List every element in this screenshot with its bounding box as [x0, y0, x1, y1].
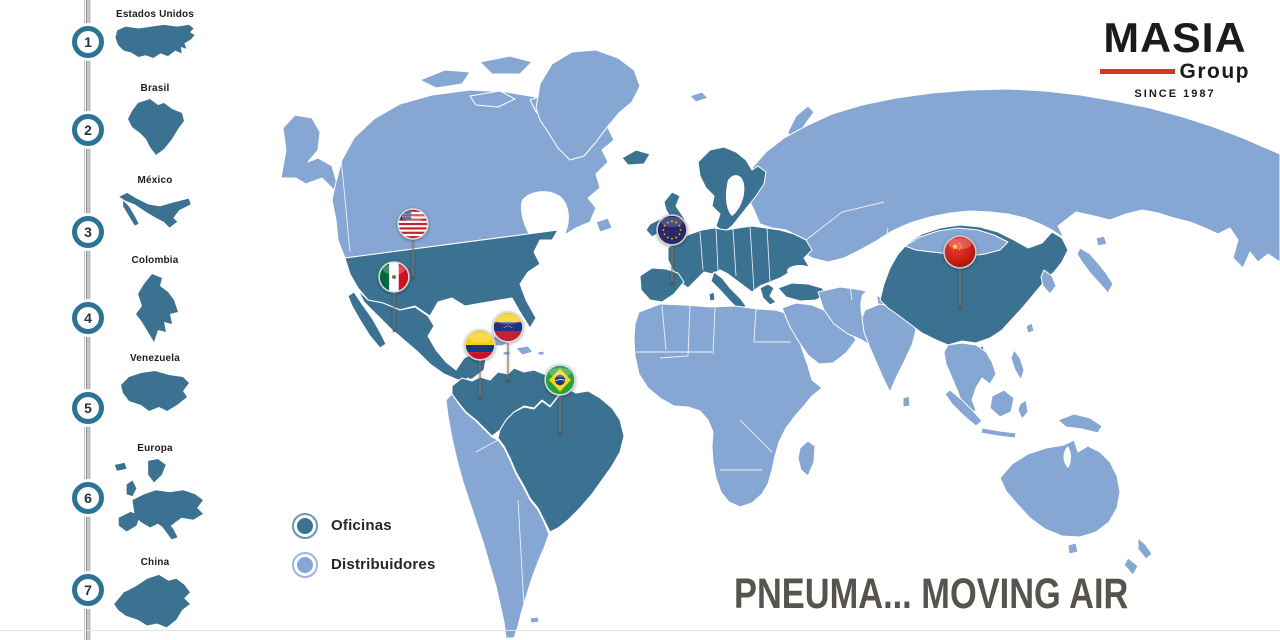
- country-label: México: [137, 174, 173, 186]
- map-pin-estados-unidos[interactable]: [395, 207, 431, 285]
- country-label: Colombia: [131, 254, 179, 266]
- number-label: 3: [84, 224, 92, 240]
- logo-since-text: SINCE 1987: [1134, 87, 1216, 100]
- map-pin-china[interactable]: [942, 234, 978, 312]
- sidebar-item-brasil: Brasil: [95, 82, 215, 159]
- colombia-silhouette: [136, 274, 178, 342]
- number-label: 1: [84, 34, 92, 50]
- sidebar-item-mexico: México: [95, 174, 215, 243]
- sidebar-item-colombia: Colombia: [95, 254, 215, 351]
- map-pin-europa[interactable]: [654, 213, 690, 291]
- number-label: 7: [84, 582, 92, 598]
- country-label: China: [140, 556, 170, 568]
- mexico-silhouette: [119, 192, 191, 228]
- number-label: 4: [84, 310, 92, 326]
- sidebar-number-2: 2: [72, 114, 104, 146]
- map-pin-venezuela[interactable]: [490, 310, 526, 388]
- map-pin-colombia[interactable]: [462, 328, 498, 406]
- tagline: PNEUMA... MOVING AIR: [734, 570, 1129, 618]
- office-dot-icon: [292, 512, 318, 539]
- legend: Oficinas Distribuidores: [292, 512, 435, 590]
- brasil-silhouette: [128, 99, 184, 155]
- sidebar-item-estados-unidos: Estados Unidos: [95, 8, 215, 69]
- europa-silhouette: [114, 458, 203, 540]
- legend-item-oficinas: Oficinas: [292, 512, 435, 539]
- country-label: Venezuela: [130, 352, 180, 364]
- legend-label: Oficinas: [331, 517, 392, 534]
- logo-red-line: [1100, 69, 1175, 75]
- sidebar-number-4: 4: [72, 302, 104, 334]
- sidebar-number-6: 6: [72, 482, 104, 514]
- map-pin-brasil[interactable]: [542, 363, 578, 441]
- sidebar-item-europa: Europa: [95, 442, 215, 553]
- sidebar-number-5: 5: [72, 392, 104, 424]
- china-silhouette: [114, 574, 190, 628]
- venezuela-silhouette: [121, 371, 189, 411]
- logo-brand-text: MASIA: [1103, 14, 1247, 61]
- bottom-border: [0, 630, 1280, 631]
- legend-item-distribuidores: Distribuidores: [292, 551, 435, 578]
- map-pin-mexico[interactable]: [376, 260, 412, 338]
- sidebar-number-7: 7: [72, 574, 104, 606]
- number-label: 5: [84, 400, 92, 416]
- masia-group-logo: MASIA Group SINCE 1987: [1100, 14, 1250, 100]
- usa-silhouette: [115, 24, 195, 58]
- sidebar-number-1: 1: [72, 26, 104, 58]
- number-label: 6: [84, 490, 92, 506]
- sidebar-number-3: 3: [72, 216, 104, 248]
- distributor-dot-icon: [292, 551, 318, 578]
- legend-label: Distribuidores: [331, 556, 436, 573]
- country-label: Estados Unidos: [115, 8, 195, 20]
- country-label: Brasil: [140, 82, 170, 94]
- sidebar-item-china: China: [95, 556, 215, 640]
- country-label: Europa: [137, 442, 173, 454]
- logo-group-text: Group: [1179, 59, 1250, 83]
- sidebar-item-venezuela: Venezuela: [95, 352, 215, 429]
- number-label: 2: [84, 122, 92, 138]
